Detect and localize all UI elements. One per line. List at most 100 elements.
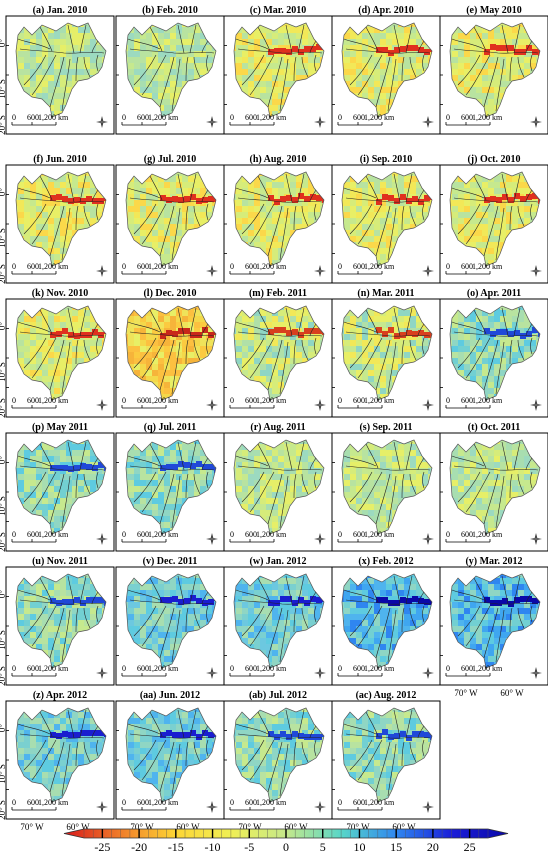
river-line bbox=[235, 38, 269, 50]
anomaly-cell bbox=[506, 322, 512, 328]
anomaly-cell bbox=[248, 346, 254, 352]
anomaly-cell bbox=[42, 236, 48, 242]
anomaly-cell bbox=[494, 242, 500, 248]
anomaly-cell bbox=[392, 93, 398, 99]
anomaly-cell bbox=[236, 212, 242, 218]
anomaly-cell bbox=[488, 105, 494, 111]
anomaly-cell bbox=[458, 81, 464, 87]
anomaly-cell bbox=[404, 352, 410, 358]
anomaly-cell bbox=[234, 45, 236, 51]
anomaly-cell bbox=[464, 33, 470, 39]
river-line bbox=[185, 205, 189, 231]
river-line bbox=[409, 205, 417, 227]
anomaly-cell bbox=[470, 188, 476, 194]
anomaly-cell bbox=[182, 358, 188, 364]
anomaly-cell bbox=[494, 316, 500, 322]
anomaly-cell bbox=[254, 376, 260, 382]
anomaly-cell bbox=[482, 352, 488, 358]
anomaly-cell bbox=[494, 346, 500, 352]
compass-needle-ew bbox=[530, 403, 542, 407]
anomaly-cell bbox=[398, 188, 404, 194]
anomaly-cell bbox=[266, 248, 272, 254]
anomaly-cell bbox=[72, 176, 78, 182]
anomaly-cell bbox=[488, 81, 494, 87]
anomaly-cell bbox=[508, 197, 514, 203]
anomaly-cell bbox=[182, 230, 188, 236]
anomaly-cell bbox=[84, 212, 90, 218]
anomaly-cell bbox=[410, 75, 416, 81]
anomaly-cell bbox=[350, 206, 356, 212]
anomaly-cell bbox=[416, 39, 422, 45]
anomaly-cell bbox=[356, 63, 362, 69]
anomaly-cell bbox=[260, 81, 266, 87]
anomaly-cell bbox=[146, 236, 152, 242]
anomaly-cell bbox=[54, 51, 60, 57]
anomaly-cell bbox=[274, 199, 280, 205]
anomaly-cell bbox=[368, 364, 374, 370]
anomaly-cell bbox=[508, 331, 514, 337]
river-line bbox=[249, 337, 275, 379]
anomaly-cell bbox=[520, 333, 526, 339]
anomaly-cell bbox=[182, 200, 188, 206]
anomaly-cell bbox=[248, 328, 254, 334]
anomaly-cell bbox=[482, 382, 488, 388]
anomaly-cell bbox=[134, 182, 140, 188]
anomaly-cell bbox=[170, 376, 176, 382]
anomaly-cell bbox=[386, 93, 392, 99]
anomaly-cell bbox=[380, 99, 386, 105]
anomaly-cell bbox=[158, 182, 164, 188]
anomaly-cell bbox=[236, 39, 242, 45]
anomaly-cell bbox=[404, 334, 410, 340]
anomaly-cell bbox=[470, 27, 476, 33]
anomaly-cell bbox=[242, 340, 248, 346]
anomaly-cell bbox=[374, 236, 380, 242]
anomaly-cell bbox=[488, 260, 494, 266]
anomaly-cell bbox=[494, 352, 500, 358]
anomaly-cell bbox=[170, 93, 176, 99]
anomaly-cell bbox=[344, 188, 350, 194]
anomaly-cell bbox=[410, 358, 416, 364]
anomaly-cell bbox=[392, 69, 398, 75]
anomaly-cell bbox=[494, 334, 500, 340]
anomaly-cell bbox=[482, 69, 488, 75]
anomaly-cell bbox=[242, 230, 248, 236]
anomaly-cell bbox=[254, 57, 260, 63]
anomaly-cell bbox=[464, 322, 470, 328]
anomaly-cell bbox=[96, 340, 102, 346]
anomaly-cell bbox=[200, 57, 206, 63]
anomaly-cell bbox=[392, 194, 398, 200]
anomaly-cell bbox=[452, 218, 458, 224]
anomaly-cell bbox=[158, 230, 164, 236]
anomaly-cell bbox=[170, 346, 176, 352]
anomaly-cell bbox=[72, 218, 78, 224]
river-line bbox=[293, 56, 297, 82]
river-line bbox=[343, 187, 377, 199]
scale-bar-label: 1,200 km bbox=[38, 113, 69, 122]
anomaly-cell bbox=[386, 105, 392, 111]
anomaly-cell bbox=[42, 370, 48, 376]
anomaly-cell bbox=[42, 340, 48, 346]
anomaly-cell bbox=[380, 358, 386, 364]
anomaly-cell bbox=[470, 370, 476, 376]
anomaly-cell bbox=[362, 87, 368, 93]
river-line bbox=[509, 339, 513, 365]
anomaly-cell bbox=[398, 310, 404, 316]
anomaly-cell bbox=[500, 33, 506, 39]
anomaly-cell bbox=[404, 340, 410, 346]
anomaly-cell bbox=[66, 182, 72, 188]
anomaly-cell bbox=[90, 346, 96, 352]
anomaly-cell bbox=[158, 382, 164, 388]
anomaly-cell bbox=[344, 206, 350, 212]
anomaly-cell bbox=[36, 27, 42, 33]
anomaly-cell bbox=[272, 105, 278, 111]
anomaly-cell bbox=[494, 105, 500, 111]
river-line bbox=[495, 341, 505, 395]
anomaly-cell bbox=[476, 230, 482, 236]
anomaly-cell bbox=[284, 172, 290, 176]
river-line bbox=[23, 54, 47, 86]
anomaly-cell bbox=[518, 200, 524, 206]
anomaly-cell bbox=[248, 212, 254, 218]
anomaly-cell bbox=[302, 352, 308, 358]
anomaly-cell bbox=[60, 236, 66, 242]
anomaly-cell bbox=[50, 195, 56, 201]
